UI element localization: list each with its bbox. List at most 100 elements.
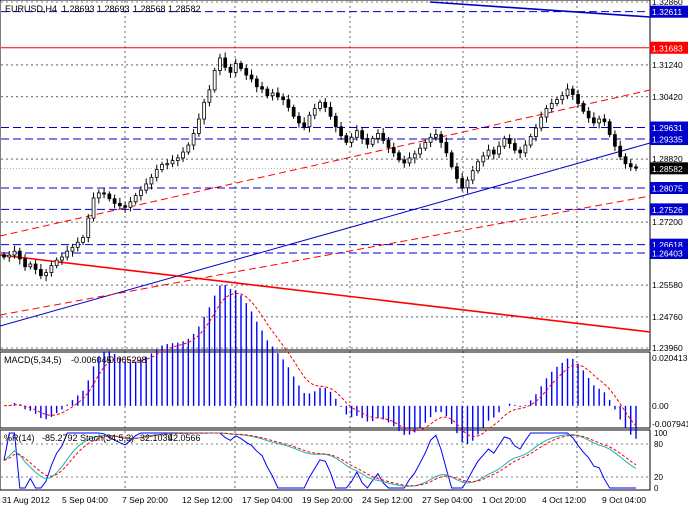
y-tick-label: 1.32860 xyxy=(652,0,683,7)
candle-bear xyxy=(576,94,580,104)
level-label-bg xyxy=(650,133,688,146)
x-tick-label: 31 Aug 2012 xyxy=(2,495,50,505)
macd-indicator xyxy=(3,284,637,444)
candle-bear xyxy=(254,78,259,88)
ohlc-open: 1.28693 xyxy=(62,4,95,14)
candle-bull xyxy=(307,114,312,128)
candle-bear xyxy=(444,141,449,154)
candle-bull xyxy=(428,136,433,143)
candle-bear xyxy=(607,121,612,135)
candle-bull xyxy=(407,157,412,164)
resistance-trendline xyxy=(0,254,651,333)
candle-bear xyxy=(592,117,596,124)
candle-bear xyxy=(328,106,333,117)
candle-bull xyxy=(476,161,480,172)
level-label-bg xyxy=(650,41,688,54)
candle-bear xyxy=(623,156,628,165)
candle-bull xyxy=(318,101,322,109)
candle-bear xyxy=(344,135,349,143)
candle-bull xyxy=(154,169,159,178)
y-tick-label: 1.23960 xyxy=(652,343,683,353)
wpr-label: %R(14) xyxy=(4,433,35,443)
candle-bull xyxy=(270,92,275,97)
candle-bear xyxy=(449,152,454,168)
y-tick-label: 1.24760 xyxy=(652,312,683,322)
ohlc-high: 1.28693 xyxy=(97,4,130,14)
level-label-bg xyxy=(650,5,688,18)
candle-bull xyxy=(60,256,64,261)
macd-y-tick: 0.020413 xyxy=(652,353,688,363)
candle-bear xyxy=(297,115,301,124)
candle-bull xyxy=(349,136,354,143)
wpr-value: -85.2792 xyxy=(42,433,78,443)
candle-bear xyxy=(333,115,338,128)
candle-bear xyxy=(391,146,396,154)
candle-bear xyxy=(291,106,296,117)
stoch-y-tick: 100 xyxy=(654,429,668,438)
candle-bull xyxy=(91,197,96,219)
candle-bear xyxy=(386,139,391,148)
candle-bull xyxy=(54,259,59,266)
y-tick-label: 1.27200 xyxy=(652,217,683,227)
candle-bear xyxy=(276,92,280,98)
candle-bull xyxy=(565,88,570,97)
macd-value-1: -0.006045 xyxy=(71,355,112,365)
candle-bear xyxy=(33,263,38,270)
candle-bull xyxy=(81,237,85,243)
y-tick-label: 1.25580 xyxy=(652,280,683,290)
chart-title: EURUSD,H4 xyxy=(5,4,57,14)
candle-bull xyxy=(181,151,185,159)
candle-bull xyxy=(423,141,428,149)
candle-bear xyxy=(455,166,459,179)
candle-bull xyxy=(418,147,422,155)
candle-bull xyxy=(28,263,33,268)
candle-bull xyxy=(86,217,91,238)
candle-bear xyxy=(265,88,270,97)
candle-bull xyxy=(312,108,317,116)
candle-bull xyxy=(560,95,565,100)
level-label: 1.29631 xyxy=(652,123,683,133)
candle-bear xyxy=(244,68,249,76)
macd-label: MACD(5,34,5) xyxy=(4,355,62,365)
candle-bull xyxy=(528,136,533,146)
grid xyxy=(1,1,649,489)
y-tick-label: 1.31240 xyxy=(652,60,683,70)
level-label: 1.26403 xyxy=(652,249,683,259)
stoch-value-2: 42.0566 xyxy=(168,433,201,443)
candle-bull xyxy=(65,250,70,258)
candle-bull xyxy=(549,103,554,109)
candle-bull xyxy=(186,144,191,153)
candle-bull xyxy=(207,89,212,103)
top-trendline xyxy=(429,1,651,18)
x-tick-label: 19 Sep 20:00 xyxy=(302,495,353,505)
candle-bull xyxy=(539,116,544,129)
candle-bull xyxy=(175,157,180,162)
y-tick-label: 1.30420 xyxy=(652,92,683,102)
candle-bear xyxy=(581,103,586,112)
macd-y-tick: 0.00 xyxy=(652,401,669,411)
candle-bull xyxy=(149,176,154,185)
x-tick-label: 5 Sep 04:00 xyxy=(62,495,108,505)
x-tick-label: 24 Sep 12:00 xyxy=(362,495,413,505)
candle-bear xyxy=(586,110,591,119)
candle-bull xyxy=(497,145,501,155)
candle-bear xyxy=(102,192,106,195)
stoch-y-tick: 80 xyxy=(654,440,663,449)
stoch-y-tick: 0 xyxy=(654,484,659,493)
candle-bear xyxy=(223,57,228,68)
candle-bull xyxy=(128,201,133,208)
stoch-label: Stoch(34,5,3) xyxy=(80,433,134,443)
candle-bear xyxy=(249,74,254,80)
candle-bear xyxy=(302,122,307,128)
candle-bull xyxy=(376,133,380,139)
level-label: 1.29335 xyxy=(652,135,683,145)
candle-bull xyxy=(75,241,80,248)
candle-bull xyxy=(534,127,538,137)
candle-bear xyxy=(602,118,607,123)
macd-value-2: -0.005298 xyxy=(106,355,147,365)
candle-bear xyxy=(323,101,328,108)
candle-bull xyxy=(481,155,486,163)
candle-bull xyxy=(218,57,222,71)
candle-bull xyxy=(165,163,170,166)
